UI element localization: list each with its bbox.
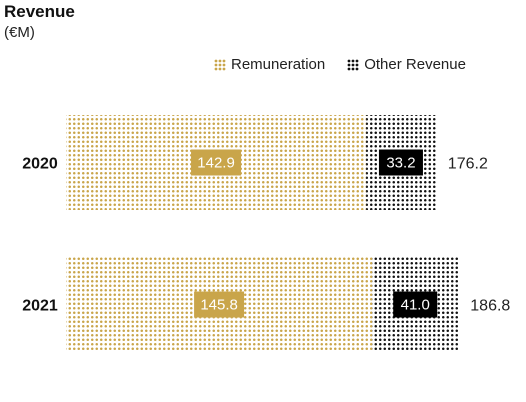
legend-dot — [351, 63, 355, 66]
value-label-box-other-revenue-2021 — [393, 291, 438, 318]
chart-title: Revenue — [4, 2, 75, 21]
legend-dot — [355, 59, 359, 62]
legend-dot — [355, 63, 359, 66]
category-label-2020: 2020 — [22, 156, 58, 173]
legend-dot — [222, 63, 226, 66]
legend-swatch-remuneration — [214, 59, 226, 70]
legend-label-other-revenue: Other Revenue — [364, 56, 466, 73]
value-label-other-revenue-2021: 41.0 — [401, 297, 430, 314]
legend-dot — [347, 59, 351, 62]
legend-dot — [222, 67, 226, 70]
value-label-remuneration-2021: 145.8 — [200, 297, 238, 314]
legend-dot — [214, 67, 218, 70]
value-label-remuneration-2020: 142.9 — [197, 155, 235, 172]
legend-dot — [347, 67, 351, 70]
legend-swatch-other-revenue — [347, 59, 359, 70]
legend-item-other-revenue: Other Revenue — [347, 56, 466, 73]
legend-item-remuneration: Remuneration — [214, 56, 325, 73]
legend-dot — [351, 59, 355, 62]
legend: Remuneration Other Revenue — [214, 56, 466, 73]
value-label-other-revenue-2020: 33.2 — [386, 155, 415, 172]
category-label-2021: 2021 — [22, 298, 58, 315]
bars-group: 2020 142.9 33.2 176.2 2021 145.8 41.0 186.8 — [22, 115, 510, 352]
legend-dot — [214, 63, 218, 66]
legend-dot — [347, 63, 351, 66]
total-label-2020: 176.2 — [448, 156, 488, 173]
value-label-box-remuneration-2021 — [194, 291, 245, 318]
legend-dot — [355, 67, 359, 70]
total-label-2021: 186.8 — [470, 298, 510, 315]
legend-dot — [218, 63, 222, 66]
value-label-box-remuneration-2020 — [191, 149, 242, 176]
value-label-box-other-revenue-2020 — [378, 149, 423, 176]
legend-dot — [351, 67, 355, 70]
legend-dot — [214, 59, 218, 62]
chart-subtitle: (€M) — [4, 24, 35, 41]
legend-dot — [222, 59, 226, 62]
legend-label-remuneration: Remuneration — [231, 56, 326, 73]
legend-dot — [218, 67, 222, 70]
legend-dot — [218, 59, 222, 62]
